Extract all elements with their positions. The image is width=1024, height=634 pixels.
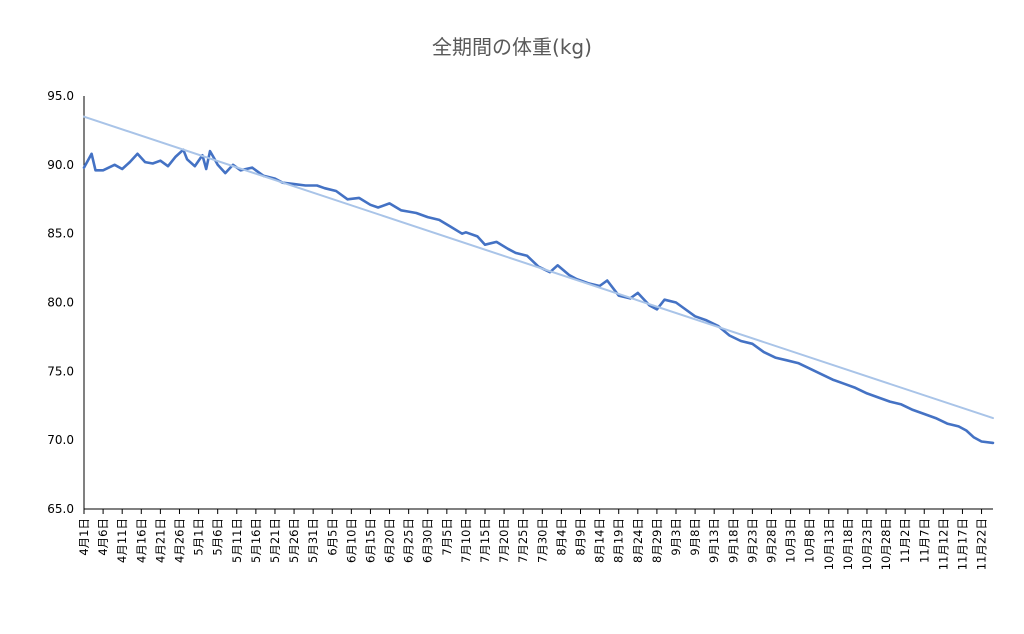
x-tick-label: 7月15日: [478, 518, 492, 563]
x-tick-label: 8月9日: [574, 518, 588, 556]
x-tick-label: 6月5日: [325, 518, 339, 556]
y-tick-label: 80.0: [47, 296, 74, 310]
x-tick-label: 5月16日: [249, 518, 263, 563]
x-tick-label: 5月1日: [192, 518, 206, 556]
x-tick-label: 7月30日: [535, 518, 549, 563]
x-tick-label: 5月31日: [306, 518, 320, 563]
weight-series-line: [82, 148, 995, 445]
x-tick-label: 4月16日: [134, 518, 148, 563]
x-tick-label: 8月29日: [650, 518, 664, 563]
x-tick-label: 5月6日: [211, 518, 225, 556]
x-tick-label: 7月5日: [440, 518, 454, 556]
x-tick-label: 4月6日: [96, 518, 110, 556]
x-tick-label: 9月3日: [669, 518, 683, 556]
plot-area: [82, 115, 995, 445]
x-tick-label: 10月18日: [841, 518, 855, 570]
y-tick-label: 75.0: [47, 364, 74, 378]
x-tick-label: 5月11日: [230, 518, 244, 563]
x-tick-label: 10月23日: [860, 518, 874, 570]
x-tick-label: 9月18日: [726, 518, 740, 563]
x-tick-label: 9月8日: [688, 518, 702, 556]
x-tick-label: 6月30日: [421, 518, 435, 563]
y-tick-label: 95.0: [47, 89, 74, 103]
x-tick-label: 4月11日: [115, 518, 129, 563]
x-tick-label: 4月21日: [153, 518, 167, 563]
y-axis: 65.0 70.0 75.0 80.0 85.0 90.0 95.0: [47, 89, 85, 516]
x-tick-label: 11月17日: [955, 518, 969, 570]
x-tick-label: 6月25日: [402, 518, 416, 563]
y-tick-label: 65.0: [47, 502, 74, 516]
x-tick-label: 10月3日: [784, 518, 798, 563]
x-axis: 4月1日 4月6日 4月11日 4月16日 4月21日 4月26日 5月1日 5月6日 5月11…: [77, 508, 993, 570]
y-tick-label: 85.0: [47, 227, 74, 241]
chart-title: 全期間の体重(kg): [432, 35, 592, 59]
x-tick-label: 11月12日: [936, 518, 950, 570]
x-tick-label: 6月10日: [344, 518, 358, 563]
x-tick-label: 7月25日: [516, 518, 530, 563]
x-tick-label: 7月10日: [459, 518, 473, 563]
x-tick-label: 9月28日: [764, 518, 778, 563]
x-tick-label: 9月13日: [707, 518, 721, 563]
x-tick-label: 5月21日: [268, 518, 282, 563]
y-tick-label: 70.0: [47, 433, 74, 447]
x-tick-label: 11月22日: [975, 518, 989, 570]
x-tick-label: 6月20日: [383, 518, 397, 563]
x-tick-label: 4月26日: [172, 518, 186, 563]
x-tick-label: 8月4日: [554, 518, 568, 556]
x-tick-label: 10月8日: [803, 518, 817, 563]
x-tick-label: 7月20日: [497, 518, 511, 563]
x-tick-label: 4月1日: [77, 518, 91, 556]
x-tick-label: 11月2日: [898, 518, 912, 563]
x-tick-label: 11月7日: [917, 518, 931, 563]
x-tick-label: 10月28日: [879, 518, 893, 570]
x-tick-label: 10月13日: [822, 518, 836, 570]
x-tick-label: 8月19日: [612, 518, 626, 563]
x-tick-label: 5月26日: [287, 518, 301, 563]
trend-line: [83, 115, 994, 420]
x-tick-label: 8月24日: [631, 518, 645, 563]
x-tick-label: 9月23日: [745, 518, 759, 563]
y-tick-label: 90.0: [47, 158, 74, 172]
x-tick-label: 6月15日: [363, 518, 377, 563]
x-tick-label: 8月14日: [593, 518, 607, 563]
